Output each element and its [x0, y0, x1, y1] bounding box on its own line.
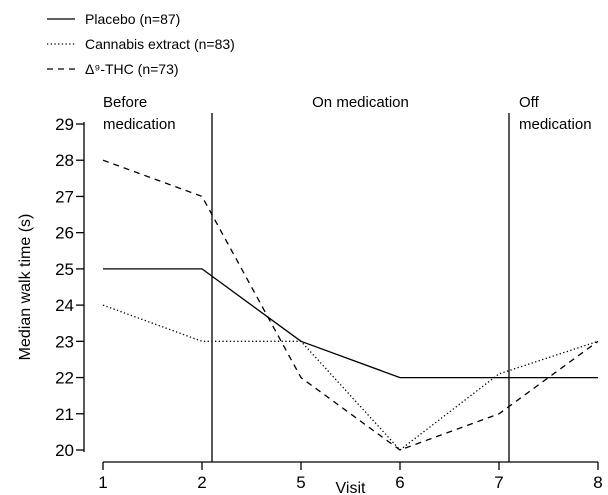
- legend: Placebo (n=87) Cannabis extract (n=83) Δ⁹-…: [47, 11, 235, 77]
- phase-label: Off: [519, 94, 540, 111]
- y-tick-label: 20: [55, 441, 74, 460]
- x-tick-label: 5: [296, 473, 305, 492]
- phase-label: medication: [519, 116, 592, 133]
- y-tick-label: 26: [55, 224, 74, 243]
- y-axis-label: Median walk time (s): [17, 214, 34, 361]
- y-tick-label: 29: [55, 115, 74, 134]
- x-tick-label: 1: [98, 473, 107, 492]
- y-tick-label: 28: [55, 151, 74, 170]
- phase-labels: Before medication On medication Off medicati…: [103, 94, 592, 462]
- series-line-solid: [103, 268, 598, 379]
- x-axis-label: Visit: [336, 480, 366, 495]
- x-tick-label: 8: [593, 473, 602, 492]
- x-tick-label: 6: [395, 473, 404, 492]
- legend-label: Δ⁹-THC (n=73): [85, 61, 179, 77]
- series-lines: [102, 159, 599, 451]
- series-line-dotted: [102, 304, 599, 451]
- y-tick-label: 22: [55, 369, 74, 388]
- x-tick-label: 2: [197, 473, 206, 492]
- y-tick-label: 21: [55, 405, 74, 424]
- phase-label: medication: [103, 116, 176, 133]
- x-tick-label: 7: [494, 473, 503, 492]
- y-tick-label: 24: [55, 296, 74, 315]
- y-tick-label: 23: [55, 332, 74, 351]
- y-tick-label: 27: [55, 187, 74, 206]
- phase-label: On medication: [312, 94, 409, 111]
- legend-label: Placebo (n=87): [85, 11, 180, 27]
- y-tick-label: 25: [55, 260, 74, 279]
- legend-label: Cannabis extract (n=83): [85, 36, 235, 52]
- phase-label: Before: [103, 94, 147, 111]
- series-line-dashed: [102, 159, 599, 451]
